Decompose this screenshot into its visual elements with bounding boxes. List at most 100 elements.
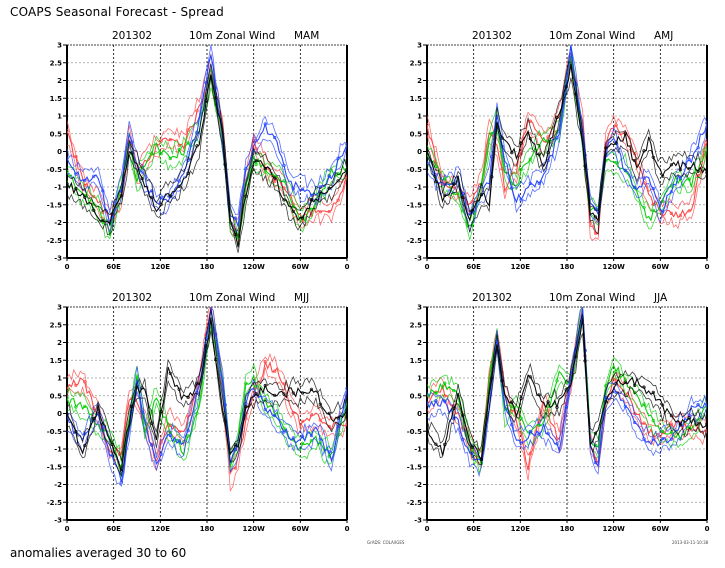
series-line-black (67, 75, 347, 253)
data-point-black (593, 215, 598, 219)
panel-title: 201302 10m Zonal Wind AMJ (472, 30, 673, 42)
data-point-black (604, 146, 608, 150)
data-point-black (336, 416, 340, 420)
data-point-black (651, 155, 655, 159)
panel-title: 201302 10m Zonal Wind JJA (472, 292, 668, 304)
data-point-black (301, 216, 305, 220)
data-point-black (345, 408, 347, 412)
data-point-black (651, 390, 655, 395)
y-tick-label: 3 (57, 304, 62, 312)
data-point-black (282, 392, 286, 396)
data-point-red (254, 147, 258, 151)
data-point-black (140, 176, 144, 181)
data-point-black (67, 182, 69, 186)
data-point-green (263, 398, 267, 402)
y-tick-label: -3 (414, 517, 422, 525)
data-point-green (519, 167, 523, 172)
data-point-black (461, 413, 465, 417)
x-tick-label: 0 (425, 263, 430, 271)
y-tick-label: 3 (417, 42, 422, 50)
data-point-black (244, 194, 248, 198)
data-point-green (92, 202, 96, 206)
x-tick-label: 60W (652, 525, 670, 533)
x-tick-label: 120W (242, 263, 265, 271)
data-point-red (195, 109, 199, 113)
data-point-black (623, 380, 627, 385)
data-point-black (660, 174, 665, 178)
panel-title: 201302 10m Zonal Wind MJJ (112, 292, 309, 304)
data-point-black (470, 445, 474, 449)
x-tick-label: 120E (151, 263, 171, 271)
data-point-black (291, 209, 295, 213)
data-point-blue (92, 174, 96, 178)
data-point-red (327, 210, 331, 214)
data-point-blue (705, 404, 707, 408)
data-point-green (528, 157, 532, 161)
data-point-red (593, 231, 598, 235)
data-point-blue (696, 403, 700, 407)
y-tick-label: -1.5 (407, 201, 422, 209)
data-point-blue (327, 450, 331, 454)
data-point-blue (669, 437, 674, 441)
data-point-black (583, 359, 587, 363)
data-point-red (642, 421, 646, 425)
data-point-black (696, 169, 700, 173)
data-point-blue (67, 156, 69, 160)
x-tick-label: 180 (560, 525, 575, 533)
data-point-black (434, 442, 438, 446)
data-point-black (443, 193, 447, 198)
data-point-blue (282, 430, 286, 434)
data-point-blue (642, 437, 646, 441)
data-point-black (150, 421, 154, 425)
data-point-blue (177, 179, 181, 183)
data-point-red (318, 418, 322, 422)
data-point-blue (273, 135, 277, 140)
series-line-blue (427, 45, 707, 215)
data-point-black (168, 194, 172, 198)
data-point-black (177, 184, 181, 188)
data-point-blue (678, 176, 682, 180)
series-line-blue (67, 53, 347, 227)
data-point-red (273, 369, 277, 373)
series-line-blue (427, 315, 707, 478)
data-point-blue (263, 407, 267, 411)
data-point-black (500, 379, 504, 383)
x-tick-label: 60E (466, 525, 481, 533)
data-point-red (263, 360, 267, 364)
data-point-red (336, 198, 340, 202)
series-line-black (67, 74, 347, 248)
data-point-blue (301, 187, 305, 191)
data-point-blue (130, 140, 134, 144)
data-point-black (83, 195, 87, 199)
data-point-black (119, 194, 123, 198)
y-tick-label: -2.5 (407, 237, 422, 245)
data-point-blue (74, 172, 78, 176)
data-point-black (254, 158, 258, 163)
data-point-black (159, 202, 163, 207)
data-point-black (101, 218, 105, 222)
y-tick-label: -3 (54, 517, 62, 525)
data-point-black (687, 167, 691, 171)
y-tick-label: -0.5 (47, 428, 62, 436)
y-tick-label: 1.5 (410, 357, 423, 365)
data-point-blue (159, 196, 163, 200)
series-group (67, 45, 347, 253)
data-point-black (564, 388, 568, 392)
data-point-black (573, 355, 578, 359)
y-tick-label: 0 (57, 148, 62, 156)
data-point-blue (660, 437, 665, 441)
data-point-blue (651, 437, 655, 441)
data-point-black (318, 190, 322, 194)
y-tick-label: 2 (417, 339, 422, 347)
data-point-black (546, 400, 550, 404)
series-line-black (67, 63, 347, 239)
data-point-blue (427, 400, 429, 405)
x-tick-label: 0 (65, 263, 70, 271)
data-point-green (254, 162, 258, 167)
x-tick-label: 60W (652, 263, 670, 271)
data-point-blue (519, 198, 523, 202)
data-point-red (92, 194, 96, 199)
data-point-blue (233, 216, 238, 220)
y-tick-label: 1 (57, 113, 62, 121)
